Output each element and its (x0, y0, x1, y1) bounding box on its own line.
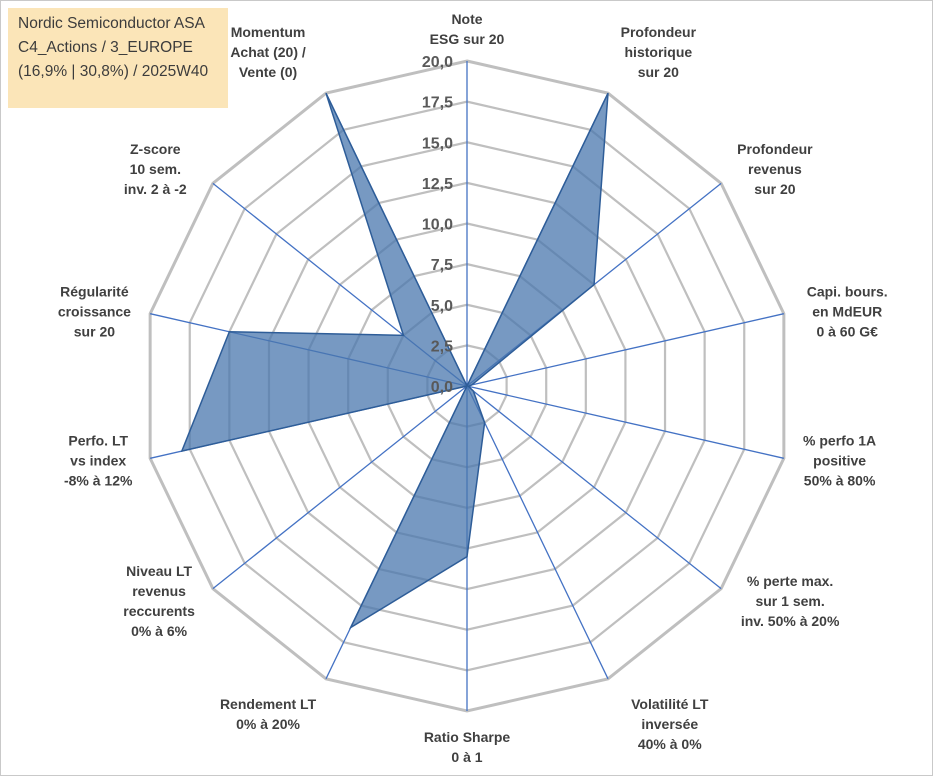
category-labels: Note ESG sur 20 Profondeur historique sur 20… (58, 11, 888, 765)
category-label-line: 0 à 60 G€ (816, 323, 878, 339)
tick-label: 20,0 (422, 54, 453, 71)
category-label-line: sur 20 (754, 181, 795, 197)
category-label-line: vs index (70, 453, 126, 469)
category-label: Momentum Achat (20) / Vente (0) (230, 24, 306, 80)
category-label-line: Rendement LT (220, 696, 317, 712)
tick-label: 12,5 (422, 176, 453, 193)
axis-spoke (466, 385, 609, 680)
category-label-line: Vente (0) (239, 64, 297, 80)
tick-label: 17,5 (422, 95, 453, 112)
performance-period: (16,9% | 30,8%) / 2025W40 (18, 63, 209, 80)
tick-label: 10,0 (422, 217, 453, 234)
category-label-line: Volatilité LT (631, 696, 709, 712)
category-label-line: Niveau LT (126, 563, 192, 579)
category-label-line: sur 20 (74, 323, 115, 339)
tick-label: 5,0 (431, 298, 453, 315)
category-label-line: Momentum (231, 24, 306, 40)
info-box: Nordic Semiconductor ASA C4_Actions / 3_… (8, 8, 228, 108)
category-label-line: Achat (20) / (230, 44, 306, 60)
tick-label: 2,5 (431, 338, 453, 355)
category-label-line: Profondeur (621, 24, 697, 40)
category-label-line: reccurents (123, 603, 195, 619)
axis-spoke (466, 385, 784, 459)
category-label: Rendement LT 0% à 20% (220, 696, 317, 732)
category-label-line: inversée (641, 716, 698, 732)
category-label: Perfo. LT vs index -8% à 12% (64, 433, 133, 489)
category-label-line: inv. 2 à -2 (124, 181, 187, 197)
axis-spoke (466, 313, 784, 387)
category-label: % perte max. sur 1 sem. inv. 50% à 20% (741, 573, 840, 629)
category-label-line: 0% à 20% (236, 716, 300, 732)
category-label-line: 0% à 6% (131, 623, 188, 639)
category-label-line: Régularité (60, 283, 129, 299)
tick-label: 15,0 (422, 135, 453, 152)
tick-label: 7,5 (431, 257, 453, 274)
category-label-line: sur 1 sem. (755, 593, 824, 609)
category-label: Note ESG sur 20 (430, 11, 505, 47)
category-label: Profondeur historique sur 20 (621, 24, 697, 80)
category-label: % perfo 1A positive 50% à 80% (803, 433, 876, 489)
category-label-line: 0 à 1 (451, 749, 482, 765)
series-area (180, 92, 609, 630)
radial-tick-labels: 0,0 2,5 5,0 7,5 10,0 12,5 15,0 17,5 20,0 (422, 54, 453, 396)
category-label-line: % perfo 1A (803, 433, 876, 449)
category-label-line: positive (813, 453, 866, 469)
category-label-line: Perfo. LT (68, 433, 128, 449)
category-label: Capi. bours. en MdEUR 0 à 60 G€ (807, 283, 888, 339)
category-label-line: sur 20 (638, 64, 679, 80)
category-label-line: Capi. bours. (807, 283, 888, 299)
category-label-line: historique (625, 44, 693, 60)
category-label-line: 10 sem. (130, 161, 181, 177)
category-label-line: -8% à 12% (64, 473, 133, 489)
axis-spoke (466, 385, 722, 590)
company-name: Nordic Semiconductor ASA (18, 15, 205, 32)
category-label: Z-score 10 sem. inv. 2 à -2 (124, 141, 187, 197)
category-label: Régularité croissance sur 20 (58, 283, 131, 339)
category-label-line: ESG sur 20 (430, 31, 505, 47)
category-path: C4_Actions / 3_EUROPE (18, 39, 193, 56)
category-label-line: en MdEUR (812, 303, 882, 319)
category-label-line: 50% à 80% (804, 473, 876, 489)
category-label-line: revenus (132, 583, 186, 599)
category-label-line: inv. 50% à 20% (741, 613, 840, 629)
category-label-line: % perte max. (747, 573, 833, 589)
axis-spoke (212, 385, 468, 590)
tick-label: 0,0 (431, 379, 453, 396)
category-label: Niveau LT revenus reccurents 0% à 6% (123, 563, 195, 639)
category-label-line: revenus (748, 161, 802, 177)
category-label-line: Profondeur (737, 141, 813, 157)
category-label: Volatilité LT inversée 40% à 0% (631, 696, 709, 752)
category-label: Profondeur revenus sur 20 (737, 141, 813, 197)
category-label-line: Ratio Sharpe (424, 729, 511, 745)
category-label-line: croissance (58, 303, 131, 319)
category-label-line: Z-score (130, 141, 181, 157)
category-label: Ratio Sharpe 0 à 1 (424, 729, 511, 765)
category-label-line: 40% à 0% (638, 736, 702, 752)
category-label-line: Note (451, 11, 482, 27)
